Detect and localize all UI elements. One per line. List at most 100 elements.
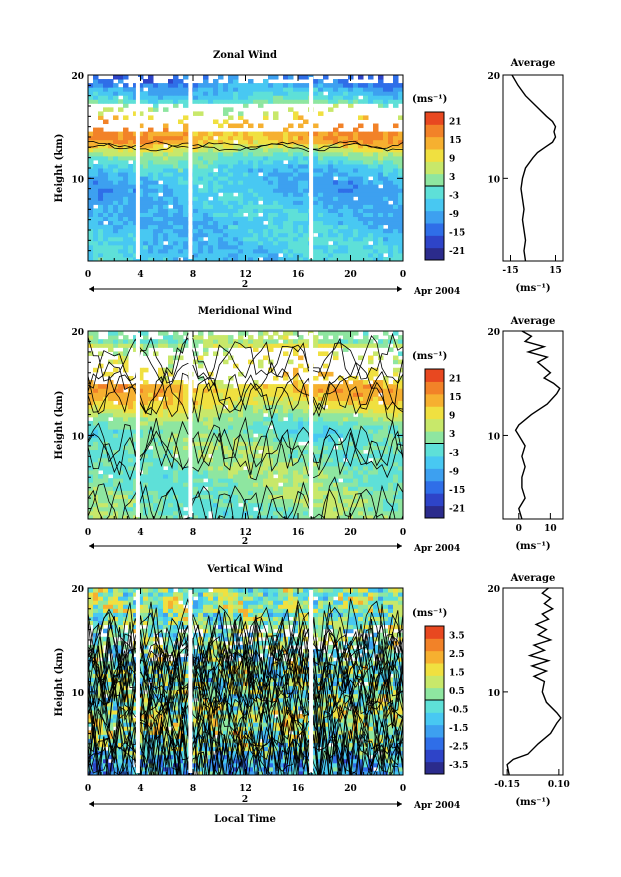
heatmap-cell [363, 249, 369, 254]
heatmap-cell [363, 115, 369, 120]
heatmap-cell [178, 196, 184, 201]
heatmap-cell [323, 233, 329, 238]
heatmap-cell [178, 470, 184, 475]
heatmap-cell [243, 83, 249, 88]
heatmap-cell [213, 458, 219, 463]
heatmap-cell [303, 140, 309, 145]
heatmap-cell [388, 180, 394, 185]
heatmap-cell [278, 204, 284, 209]
heatmap-cell [368, 421, 374, 426]
heatmap-cell [193, 482, 199, 487]
heatmap-cell [93, 388, 99, 393]
heatmap-cell [253, 486, 259, 491]
heatmap-cell [323, 156, 329, 161]
heatmap-cell [373, 99, 379, 104]
heatmap-cell [113, 196, 119, 201]
heatmap-cell [158, 233, 164, 238]
heatmap-cell [228, 417, 234, 422]
heatmap-cell [263, 356, 269, 361]
gap-stripe [188, 333, 192, 517]
heatmap-cell [108, 217, 114, 222]
heatmap-cell [198, 388, 204, 393]
heatmap-cell [108, 241, 114, 246]
heatmap-cell [198, 429, 204, 434]
heatmap-cell [263, 111, 269, 116]
heatmap-cell [253, 229, 259, 234]
heatmap-cell [148, 164, 154, 169]
heatmap-cell [163, 212, 169, 217]
heatmap-cell [173, 380, 179, 385]
heatmap-cell [263, 204, 269, 209]
heatmap-cell [148, 396, 154, 401]
heatmap-cell [173, 204, 179, 209]
heatmap-cell [108, 212, 114, 217]
heatmap-cell [233, 95, 239, 100]
heatmap-cell [328, 470, 334, 475]
heatmap-cell [348, 192, 354, 197]
heatmap-cell [323, 331, 329, 336]
heatmap-cell [213, 164, 219, 169]
heatmap-cell [253, 160, 259, 165]
heatmap-cell [303, 507, 309, 512]
heatmap-cell [278, 172, 284, 177]
heatmap-cell [373, 196, 379, 201]
heatmap-cell [88, 184, 94, 189]
heatmap-cell [283, 425, 289, 430]
heatmap-cell [103, 499, 109, 504]
heatmap-cell [333, 212, 339, 217]
heatmap-cell [258, 245, 264, 250]
heatmap-cell [193, 445, 199, 450]
heatmap-cell [128, 176, 134, 181]
heatmap-cell [113, 241, 119, 246]
heatmap-cell [353, 241, 359, 246]
heatmap-cell [383, 241, 389, 246]
heatmap-cell [238, 156, 244, 161]
heatmap-cell [258, 482, 264, 487]
heatmap-cell [378, 253, 384, 258]
heatmap-cell [348, 486, 354, 491]
heatmap-cell [213, 225, 219, 230]
heatmap-cell [108, 478, 114, 483]
heatmap-cell [163, 204, 169, 209]
heatmap-cell [393, 95, 399, 100]
heatmap-cell [173, 474, 179, 479]
heatmap-cell [358, 176, 364, 181]
heatmap-cell [183, 253, 189, 258]
heatmap-cell [258, 486, 264, 491]
heatmap-cell [113, 421, 119, 426]
heatmap-cell [123, 494, 129, 499]
heatmap-cell [303, 225, 309, 230]
heatmap-cell [388, 229, 394, 234]
heatmap-cell [263, 249, 269, 254]
heatmap-cell [348, 490, 354, 495]
heatmap-cell [393, 204, 399, 209]
heatmap-cell [163, 192, 169, 197]
heatmap-cell [153, 339, 159, 344]
heatmap-cell [313, 225, 319, 230]
heatmap-cell [108, 176, 114, 181]
heatmap-cell [93, 482, 99, 487]
heatmap-cell [223, 184, 229, 189]
heatmap-cell [253, 417, 259, 422]
profile-x-label: (ms⁻¹) [515, 283, 550, 294]
heatmap-cell [198, 482, 204, 487]
heatmap-cell [318, 180, 324, 185]
heatmap-cell [168, 156, 174, 161]
heatmap-cell [178, 136, 184, 141]
heatmap-cell [243, 95, 249, 100]
heatmap-cell [313, 229, 319, 234]
heatmap-cell [143, 188, 149, 193]
heatmap-cell [148, 503, 154, 508]
heatmap-cell [318, 499, 324, 504]
heatmap-cell [323, 335, 329, 340]
heatmap-cell [118, 392, 124, 397]
heatmap-cell [163, 128, 169, 133]
heatmap-cell [128, 417, 134, 422]
heatmap-cell [273, 156, 279, 161]
heatmap-cell [168, 511, 174, 516]
heatmap-cell [113, 249, 119, 254]
heatmap-cell [273, 115, 279, 120]
heatmap-cell [198, 221, 204, 226]
heatmap-cell [183, 241, 189, 246]
heatmap-cell [318, 176, 324, 181]
